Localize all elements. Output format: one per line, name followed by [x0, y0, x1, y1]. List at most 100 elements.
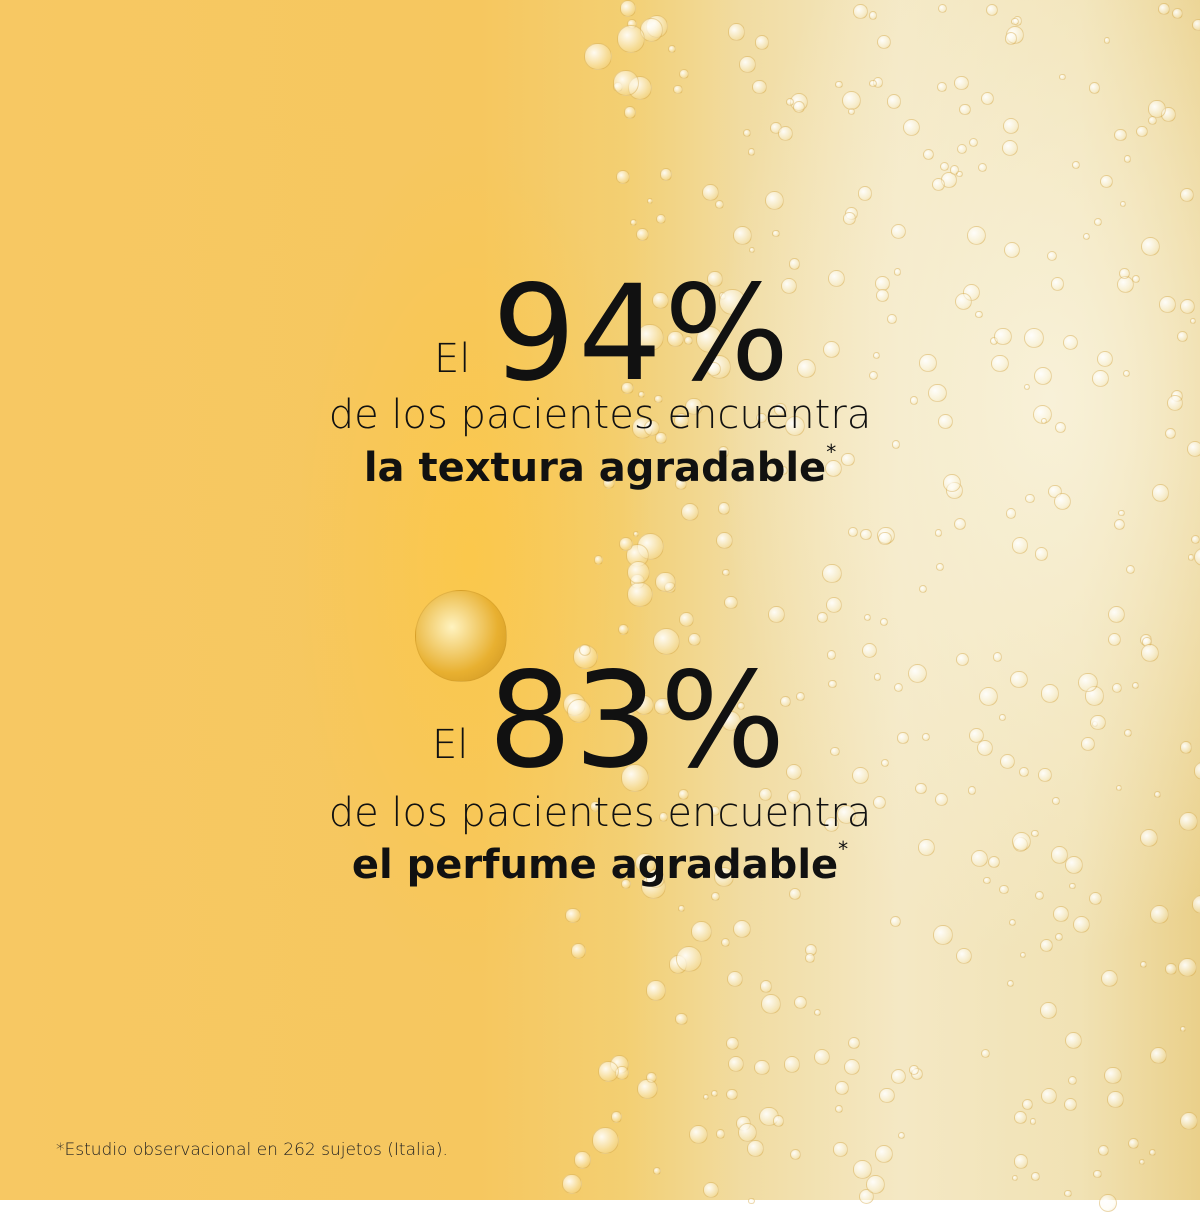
bubble	[706, 361, 721, 377]
bubble	[975, 310, 983, 319]
bubble	[848, 527, 859, 537]
bubble	[784, 1056, 801, 1073]
bubble	[1107, 633, 1121, 647]
bubble	[891, 440, 901, 450]
bubble	[635, 323, 664, 352]
bubble	[1022, 1099, 1034, 1111]
bubble	[968, 727, 984, 743]
bubble	[1119, 267, 1131, 279]
bubble	[876, 35, 891, 50]
bubble	[785, 98, 794, 107]
bubble	[1011, 832, 1032, 852]
bubble	[761, 994, 782, 1015]
bubble	[1190, 534, 1200, 545]
bubble	[1054, 422, 1066, 433]
bubble	[956, 948, 973, 965]
bubble	[1001, 139, 1019, 156]
bubble	[1059, 73, 1066, 81]
bubble	[1123, 155, 1132, 163]
bubble	[1193, 762, 1200, 780]
bubble	[1119, 200, 1126, 207]
bubble	[938, 4, 948, 14]
bubble	[915, 782, 927, 795]
bubble	[935, 793, 949, 806]
bubble	[780, 278, 798, 295]
bubble	[593, 555, 604, 565]
bubble	[651, 291, 669, 309]
bubble	[633, 530, 640, 538]
bubble	[873, 672, 882, 681]
bubble	[647, 197, 654, 204]
bubble	[620, 707, 634, 721]
stat-line2: la textura agradable*	[0, 442, 1200, 488]
bubble	[833, 1142, 848, 1157]
bubble	[1052, 905, 1069, 922]
bubble	[968, 137, 978, 147]
bubble	[1148, 100, 1166, 118]
bubble	[1052, 797, 1060, 805]
bubble	[793, 101, 806, 114]
bubble	[1051, 277, 1065, 291]
bubble	[675, 1012, 688, 1026]
bubble	[1159, 296, 1176, 313]
bubble	[681, 503, 700, 522]
bubble	[772, 229, 780, 238]
bubble	[1040, 1002, 1057, 1019]
bubble	[749, 246, 756, 253]
bubble	[780, 695, 791, 707]
bubble	[909, 1065, 919, 1075]
bubble	[978, 686, 998, 706]
bubble	[891, 224, 907, 240]
bubble	[1172, 8, 1184, 20]
bubble	[773, 402, 788, 417]
bubble	[621, 764, 649, 792]
bubble	[756, 412, 767, 424]
bubble	[893, 268, 902, 276]
bubble	[1063, 1189, 1072, 1198]
bubble	[853, 4, 869, 20]
bubble	[674, 477, 687, 490]
bubble	[1131, 274, 1141, 284]
bubble	[830, 746, 840, 757]
bubble	[841, 90, 862, 111]
bubble	[1151, 484, 1170, 502]
footnote: *Estudio observacional en 262 sujetos (I…	[56, 1140, 448, 1160]
bubble	[1054, 932, 1063, 941]
bubble	[1054, 493, 1072, 511]
bubble	[835, 1081, 850, 1096]
bubble	[847, 1036, 861, 1049]
bubble	[747, 148, 756, 156]
bubble	[565, 907, 582, 924]
stat-prefix: El	[434, 336, 471, 382]
bubble	[1038, 768, 1053, 783]
bubble	[678, 68, 689, 80]
bubble	[860, 528, 872, 541]
bubble	[813, 1049, 830, 1066]
bubble	[673, 84, 683, 95]
bubble	[645, 979, 667, 1001]
bubble	[638, 390, 646, 398]
bubble	[998, 884, 1009, 895]
bubble	[621, 381, 634, 394]
bubble	[1088, 891, 1103, 906]
bubble	[752, 79, 767, 95]
bubble	[976, 739, 994, 757]
bubble	[1093, 1169, 1102, 1179]
bubble	[1063, 1097, 1078, 1112]
bubble	[949, 165, 960, 175]
bubble	[980, 1048, 990, 1058]
bubble	[853, 1160, 872, 1179]
bubble	[1166, 395, 1183, 412]
bubble	[1081, 737, 1095, 751]
bubble	[1114, 128, 1127, 142]
bubble	[777, 125, 794, 142]
bubble	[617, 24, 646, 53]
bubble	[794, 996, 808, 1010]
bubble	[1123, 369, 1131, 377]
bubble	[645, 868, 665, 888]
bubble	[903, 118, 921, 136]
bubble	[415, 590, 507, 682]
bubble	[1078, 672, 1098, 693]
bubble	[1003, 117, 1020, 134]
